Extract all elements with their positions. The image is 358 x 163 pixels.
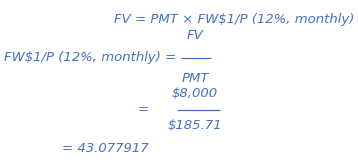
Text: $185.71: $185.71 [168,119,222,132]
Text: PMT: PMT [182,72,209,85]
Text: $8,000: $8,000 [172,87,218,100]
Text: FV: FV [187,29,203,42]
Text: FV = PMT × FW$1/P (12%, monthly): FV = PMT × FW$1/P (12%, monthly) [114,13,354,26]
Text: = 43.077917: = 43.077917 [62,142,149,155]
Text: =: = [137,104,149,117]
Text: FW$1/P (12%, monthly) =: FW$1/P (12%, monthly) = [4,51,176,64]
